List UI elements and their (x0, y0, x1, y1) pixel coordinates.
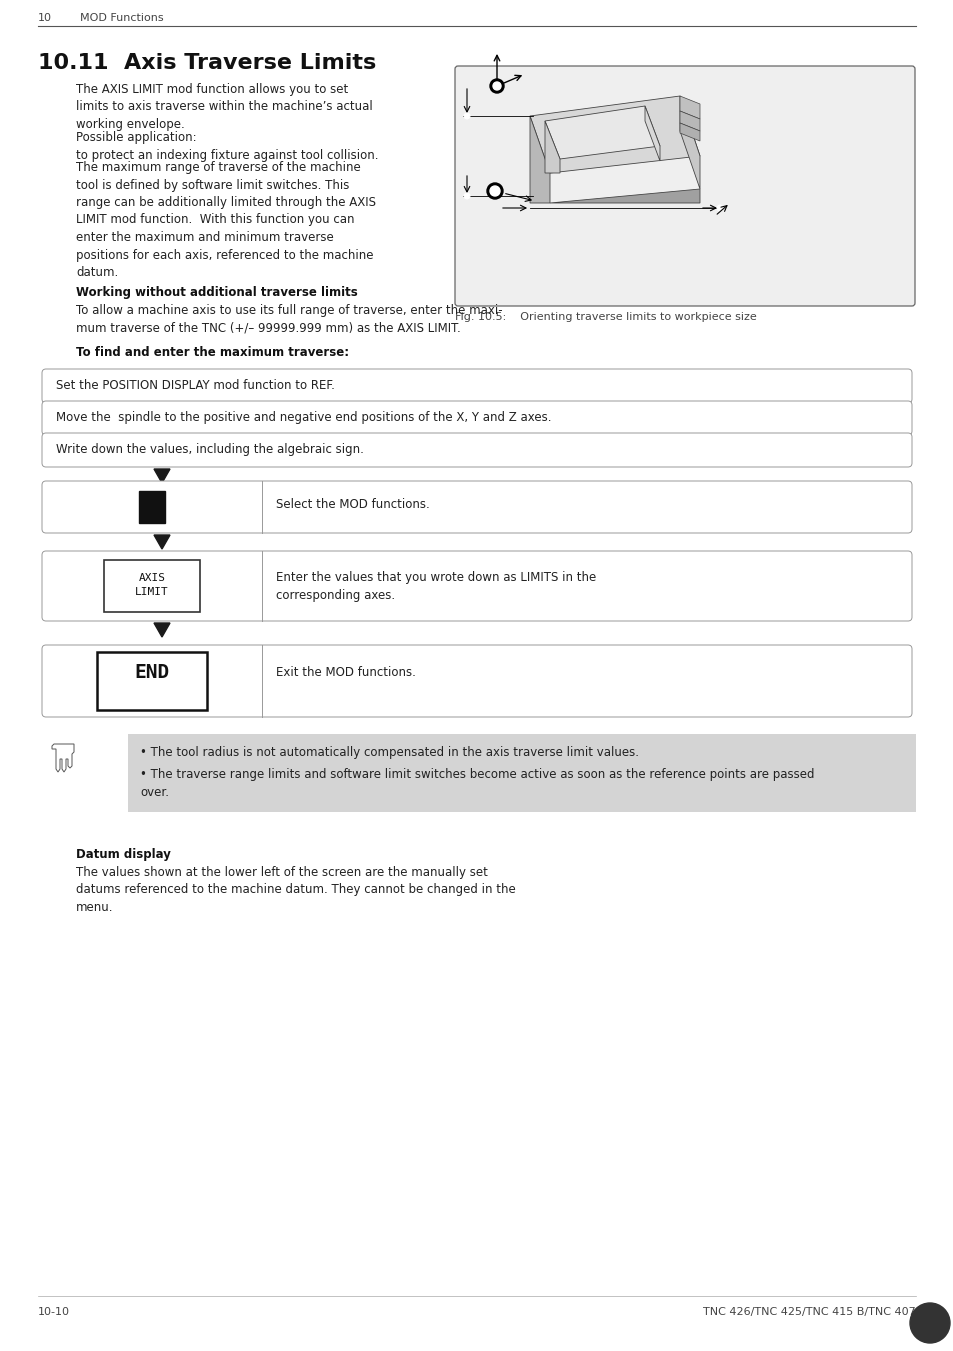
Text: MOD Functions: MOD Functions (80, 14, 164, 23)
Polygon shape (153, 436, 170, 451)
Text: • The tool radius is not automatically compensated in the axis traverse limit va: • The tool radius is not automatically c… (140, 746, 639, 759)
Polygon shape (153, 469, 170, 484)
Polygon shape (52, 744, 74, 771)
FancyBboxPatch shape (455, 66, 914, 305)
Polygon shape (153, 623, 170, 638)
Text: Set the POSITION DISPLAY mod function to REF.: Set the POSITION DISPLAY mod function to… (56, 380, 335, 392)
Text: Working without additional traverse limits: Working without additional traverse limi… (76, 286, 357, 299)
Polygon shape (679, 123, 700, 141)
Text: Move the  spindle to the positive and negative end positions of the X, Y and Z a: Move the spindle to the positive and neg… (56, 411, 551, 424)
FancyBboxPatch shape (42, 644, 911, 717)
FancyBboxPatch shape (42, 401, 911, 435)
FancyBboxPatch shape (97, 653, 207, 711)
Text: LIMIT: LIMIT (135, 586, 169, 597)
Text: 10: 10 (38, 14, 52, 23)
FancyBboxPatch shape (42, 481, 911, 534)
Polygon shape (153, 405, 170, 419)
FancyBboxPatch shape (104, 561, 200, 612)
FancyBboxPatch shape (42, 369, 911, 403)
Circle shape (490, 186, 499, 196)
Polygon shape (544, 122, 559, 173)
Text: AXIS: AXIS (138, 573, 165, 584)
Circle shape (486, 182, 502, 199)
Text: TNC 426/TNC 425/TNC 415 B/TNC 407: TNC 426/TNC 425/TNC 415 B/TNC 407 (702, 1306, 915, 1317)
Text: Fig. 10.5:    Orienting traverse limits to workpiece size: Fig. 10.5: Orienting traverse limits to … (455, 312, 756, 322)
Circle shape (463, 193, 470, 199)
Text: To find and enter the maximum traverse:: To find and enter the maximum traverse: (76, 346, 349, 359)
Text: • The traverse range limits and software limit switches become active as soon as: • The traverse range limits and software… (140, 767, 814, 798)
Text: To allow a machine axis to use its full range of traverse, enter the maxi-
mum t: To allow a machine axis to use its full … (76, 304, 502, 335)
FancyBboxPatch shape (139, 490, 165, 523)
Text: 10-10: 10-10 (38, 1306, 70, 1317)
Polygon shape (644, 105, 659, 161)
Polygon shape (679, 96, 700, 189)
Circle shape (493, 82, 500, 91)
Polygon shape (679, 96, 700, 119)
Text: i: i (925, 1306, 933, 1324)
FancyBboxPatch shape (42, 551, 911, 621)
Text: The values shown at the lower left of the screen are the manually set
datums ref: The values shown at the lower left of th… (76, 866, 516, 915)
Text: Possible application:
to protect an indexing fixture against tool collision.: Possible application: to protect an inde… (76, 131, 378, 162)
FancyBboxPatch shape (42, 434, 911, 467)
Text: Select the MOD functions.: Select the MOD functions. (275, 499, 429, 511)
Circle shape (463, 113, 470, 119)
Text: Datum display: Datum display (76, 848, 171, 861)
Text: 10.11  Axis Traverse Limits: 10.11 Axis Traverse Limits (38, 53, 375, 73)
Text: Write down the values, including the algebraic sign.: Write down the values, including the alg… (56, 443, 363, 457)
Circle shape (909, 1302, 949, 1343)
Text: Exit the MOD functions.: Exit the MOD functions. (275, 666, 416, 680)
Polygon shape (153, 535, 170, 549)
FancyBboxPatch shape (128, 734, 915, 812)
Polygon shape (550, 189, 700, 203)
Circle shape (717, 205, 722, 211)
Text: Enter the values that you wrote down as LIMITS in the
corresponding axes.: Enter the values that you wrote down as … (275, 571, 596, 603)
Text: The maximum range of traverse of the machine
tool is defined by software limit s: The maximum range of traverse of the mac… (76, 161, 375, 280)
Polygon shape (530, 116, 550, 203)
Polygon shape (679, 111, 700, 131)
Text: END: END (134, 663, 170, 682)
Polygon shape (544, 105, 659, 159)
Circle shape (490, 78, 503, 93)
Polygon shape (530, 96, 700, 173)
Text: The AXIS LIMIT mod function allows you to set
limits to axis traverse within the: The AXIS LIMIT mod function allows you t… (76, 82, 373, 131)
